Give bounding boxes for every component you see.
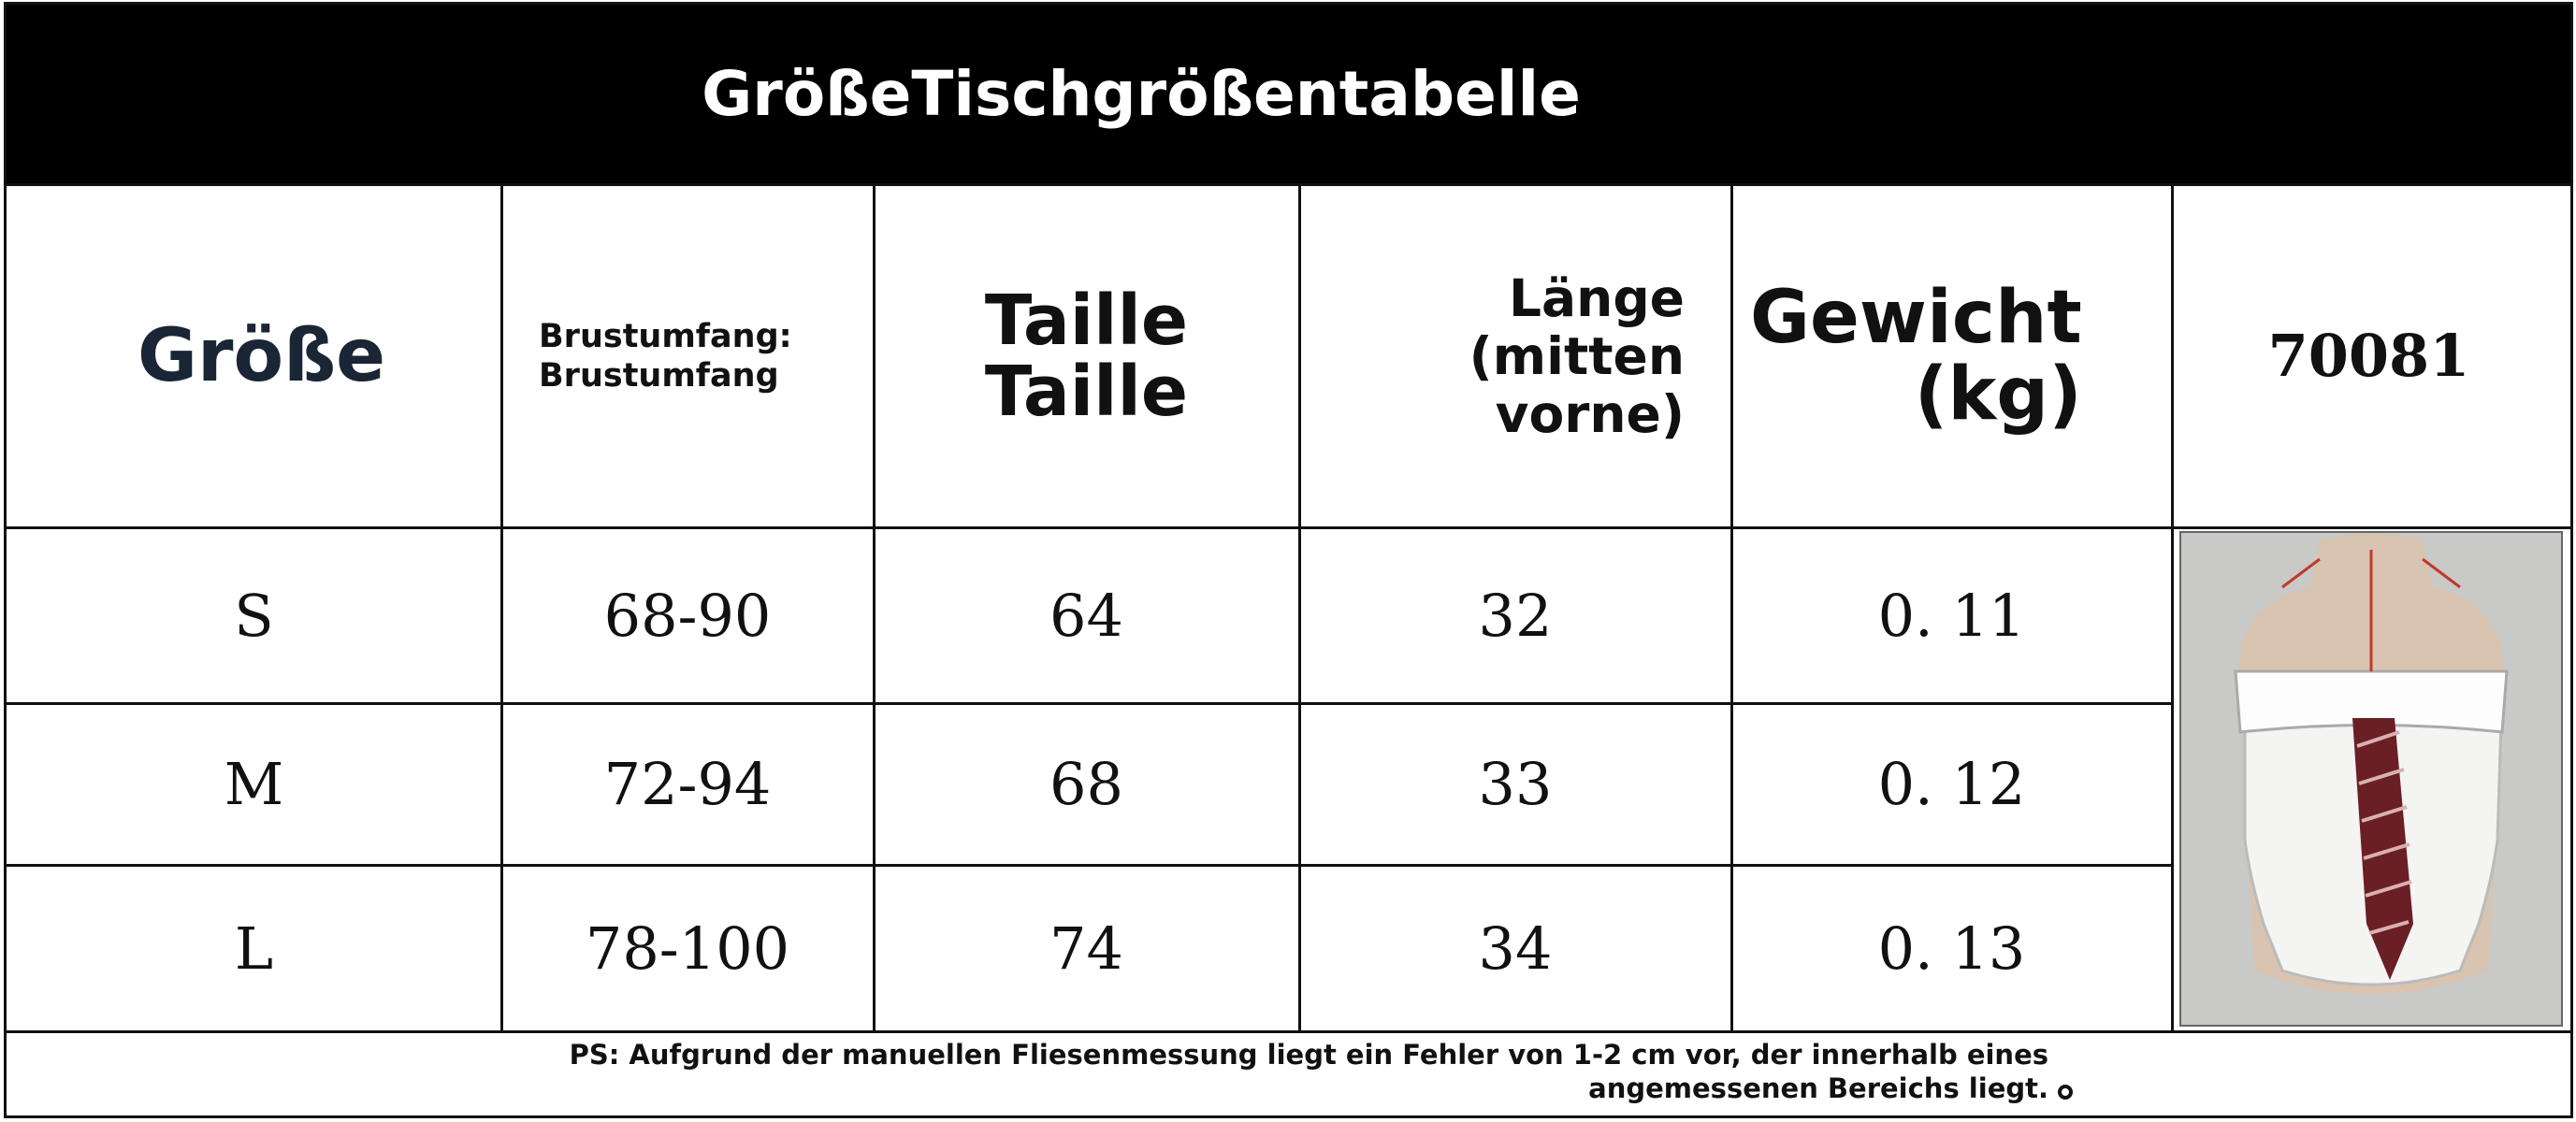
table-cell: 34 [1478,913,1553,983]
table-cell: 64 [1049,581,1123,650]
title-bar [4,4,2572,184]
column-header: Größe [137,313,386,398]
grid-line [4,1030,2573,1033]
table-cell: M [224,750,284,818]
grid-line [4,526,2573,529]
grid-line [4,864,2172,867]
grid-line [2171,184,2174,1031]
table-cell: S [234,581,274,650]
border-line [4,1115,2573,1118]
grid-line [4,702,2172,705]
title: GrößeTischgrößentabelle [702,58,1581,130]
grid-line [4,183,2573,186]
column-header: Länge (mitten vorne) [1469,267,1685,444]
circle-mark [2058,1085,2073,1100]
column-header: Gewicht (kg) [1750,275,2082,437]
table-cell: 78-100 [585,913,790,983]
footnote: PS: Aufgrund der manuellen Fliesenmessun… [569,1039,2048,1104]
border-line [4,2,2573,5]
table-cell: 33 [1478,750,1553,818]
column-header: 70081 [2267,322,2470,390]
table-cell: 68-90 [603,581,772,650]
table-cell: 72-94 [603,750,772,818]
table-cell: 0. 12 [1877,750,2026,818]
grid-line [500,184,503,1031]
table-cell: 68 [1049,750,1123,818]
table-cell: 32 [1478,581,1553,650]
product-photo [2179,531,2563,1027]
spacer [2172,1033,2396,1115]
table-cell: 0. 11 [1877,581,2026,650]
table-cell: 0. 13 [1877,913,2026,983]
grid-line [1298,184,1301,1031]
grid-line [1730,184,1733,1031]
border-line [4,4,7,1118]
column-header: Taille Taille [984,280,1189,432]
grid-line [873,184,876,1031]
border-line [2570,4,2573,1118]
column-header: Brustumfang: Brustumfang [539,317,792,395]
table-cell: 74 [1049,913,1123,983]
table-cell: L [234,913,274,983]
